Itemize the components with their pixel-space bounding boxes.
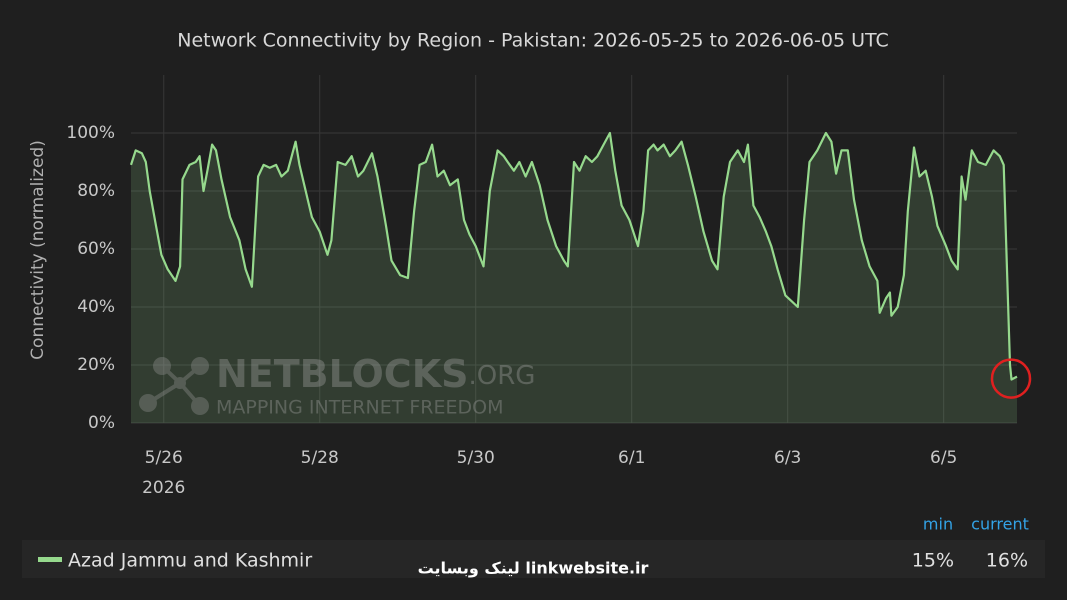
y-tick-label: 40% (77, 297, 115, 317)
chart-title: Network Connectivity by Region - Pakista… (177, 30, 889, 52)
footer-watermark: لینک وبسایت linkwebsite.ir (418, 559, 649, 578)
logo-dot (191, 397, 209, 415)
stat-header: current (971, 515, 1029, 534)
logo-dot (139, 394, 157, 412)
y-tick-label: 80% (77, 181, 115, 201)
y-tick-label: 60% (77, 239, 115, 259)
watermark-brand-suffix: .ORG (469, 361, 536, 391)
logo-dot (153, 357, 171, 375)
stat-value: 15% (912, 550, 954, 572)
highlight-circle (990, 358, 1032, 399)
y-tick-label: 0% (88, 413, 115, 433)
logo-dot (174, 377, 186, 389)
stat-value: 16% (986, 550, 1028, 572)
y-tick-label: 100% (66, 123, 115, 143)
watermark-brand-main: NETBLOCKS (216, 352, 469, 396)
series-line (129, 131, 1018, 381)
x-tick-label: 5/28 (301, 448, 339, 468)
legend-swatch (38, 557, 62, 562)
watermark-brand: NETBLOCKS.ORG (216, 352, 535, 396)
x-year-label: 2026 (142, 478, 185, 498)
legend-label: Azad Jammu and Kashmir (68, 550, 312, 572)
stat-header: min (923, 515, 953, 534)
y-tick-label: 20% (77, 355, 115, 375)
x-tick-label: 5/26 (145, 448, 183, 468)
legend-row (22, 540, 1045, 578)
area-fill (131, 133, 1017, 423)
logo-lines (146, 364, 202, 408)
watermark: NETBLOCKS.ORG MAPPING INTERNET FREEDOM (139, 352, 535, 419)
x-tick-label: 6/3 (774, 448, 801, 468)
watermark-tagline: MAPPING INTERNET FREEDOM (216, 397, 504, 419)
x-tick-label: 5/30 (457, 448, 495, 468)
y-axis-label: Connectivity (normalized) (28, 140, 48, 360)
grid (131, 75, 1017, 424)
x-tick-label: 6/5 (930, 448, 957, 468)
logo-dot (191, 357, 209, 375)
x-tick-label: 6/1 (618, 448, 645, 468)
